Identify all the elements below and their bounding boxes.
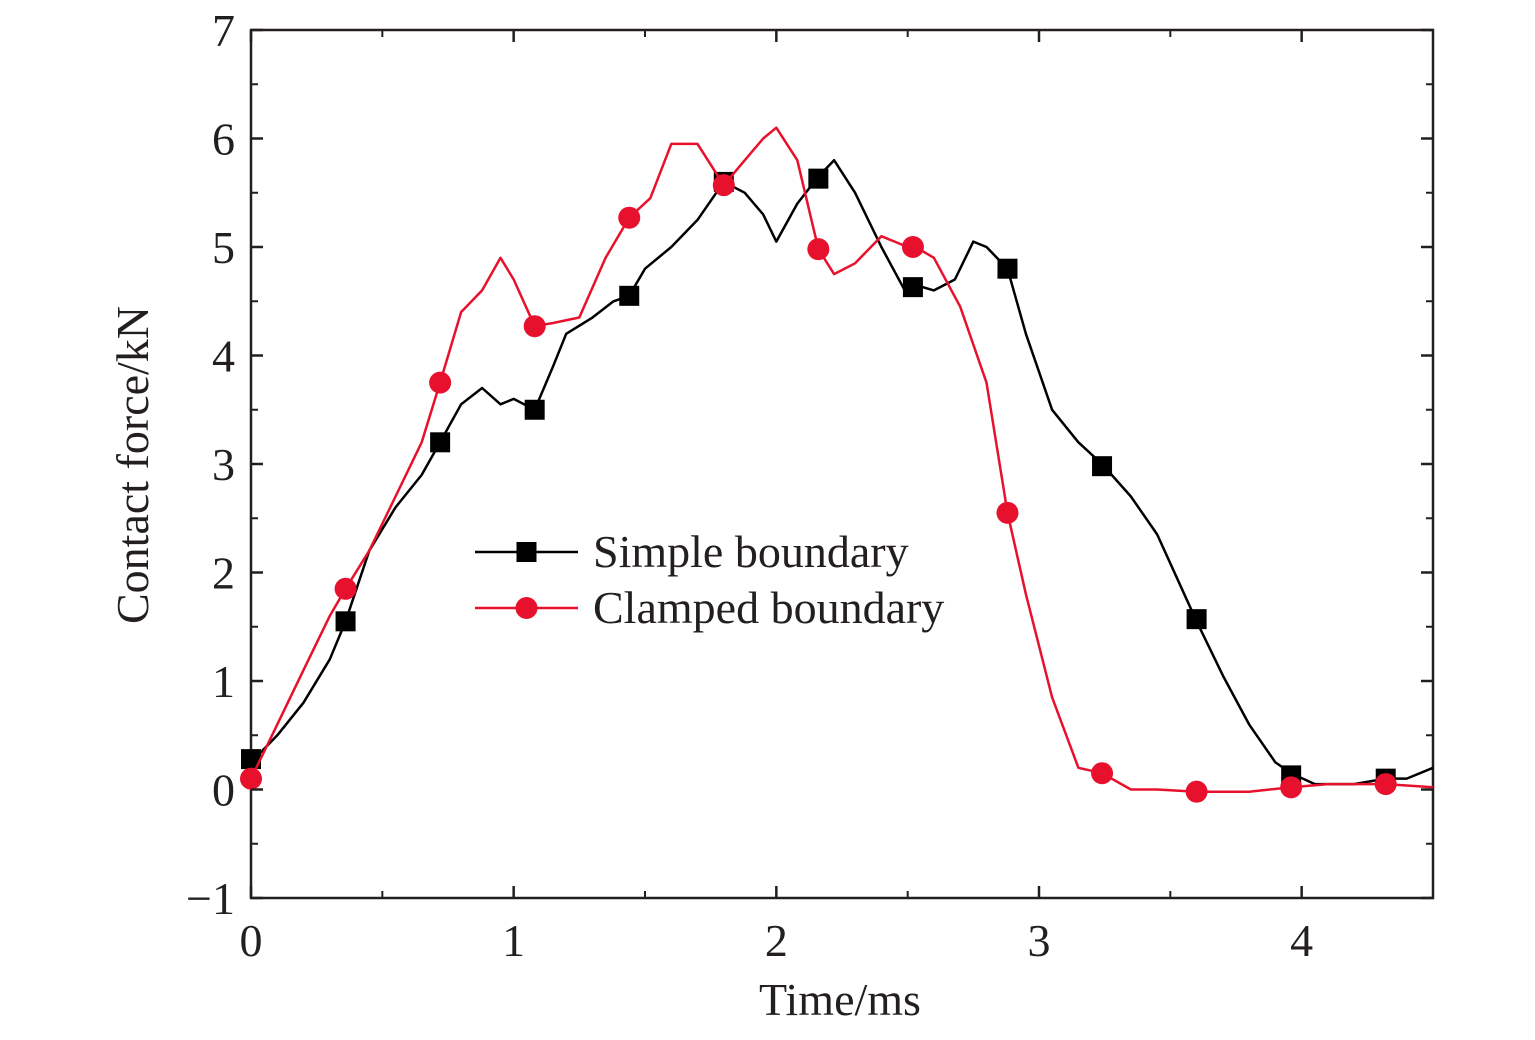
data-point <box>524 399 545 420</box>
y-tick-label: 6 <box>212 114 235 165</box>
x-tick-label: 1 <box>502 915 525 966</box>
data-point <box>808 168 829 189</box>
y-tick-label: 1 <box>212 656 235 707</box>
y-tick-label: 2 <box>212 548 235 599</box>
legend-marker <box>515 597 538 619</box>
data-point <box>712 174 735 197</box>
data-point <box>1092 456 1113 477</box>
data-point <box>902 277 923 298</box>
data-point <box>429 371 452 394</box>
x-tick-label: 2 <box>765 915 788 966</box>
data-point <box>997 258 1018 279</box>
data-point <box>523 315 546 338</box>
data-point <box>1280 776 1303 799</box>
legend-entry: Simple boundary <box>475 526 909 577</box>
data-point <box>1185 780 1208 803</box>
y-tick-label: −1 <box>186 873 235 924</box>
data-point <box>1091 762 1114 785</box>
x-tick-label: 3 <box>1028 915 1051 966</box>
series-clamped-boundary <box>240 126 1434 803</box>
data-point <box>619 285 640 306</box>
legend-entry: Clamped boundary <box>475 582 944 633</box>
data-point <box>1374 773 1397 796</box>
data-point <box>807 238 830 261</box>
data-point <box>241 749 261 770</box>
series-line <box>250 158 1434 786</box>
x-tick-label: 0 <box>240 915 263 966</box>
x-tick-label: 4 <box>1290 915 1313 966</box>
y-axis-label: Contact force/kN <box>107 306 158 624</box>
legend-label: Clamped boundary <box>593 582 944 633</box>
y-tick-label: 7 <box>212 5 235 56</box>
data-point <box>335 611 356 632</box>
y-tick-label: 4 <box>212 331 235 382</box>
series-line <box>249 126 1434 793</box>
y-tick-label: 3 <box>212 439 235 490</box>
y-tick-label: 0 <box>212 765 235 816</box>
data-point <box>618 206 641 229</box>
legend-marker <box>516 542 537 562</box>
x-axis-label: Time/ms <box>759 974 921 1025</box>
y-tick-label: 5 <box>212 222 235 273</box>
data-point <box>901 236 924 258</box>
series-simple-boundary <box>241 158 1434 789</box>
data-point <box>996 501 1019 524</box>
data-point <box>430 432 451 453</box>
data-point <box>334 577 357 600</box>
series-layer <box>240 126 1434 803</box>
data-point <box>240 767 262 790</box>
data-point <box>1186 609 1207 630</box>
legend-label: Simple boundary <box>593 526 909 577</box>
